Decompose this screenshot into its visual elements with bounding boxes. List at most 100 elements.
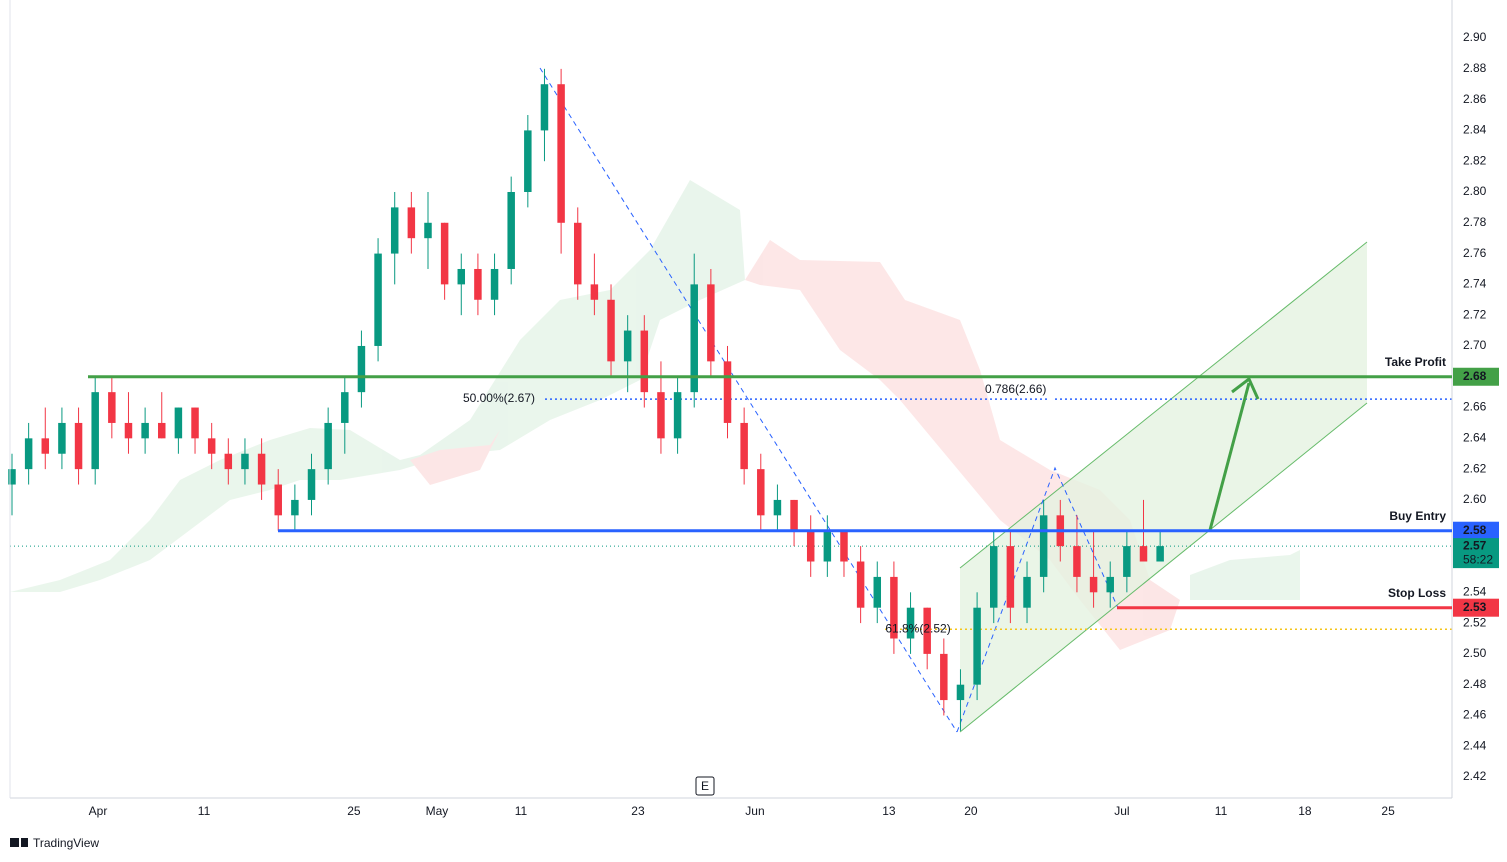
candle-body xyxy=(274,484,282,516)
y-tick-label: 2.52 xyxy=(1463,615,1487,629)
candle-body xyxy=(158,422,166,439)
event-marker[interactable]: E xyxy=(701,779,709,793)
candle-body xyxy=(956,684,965,701)
candle-body xyxy=(457,268,466,285)
candle-body xyxy=(1089,576,1098,593)
level-name: Buy Entry xyxy=(1389,509,1446,523)
candle-body xyxy=(657,392,665,439)
candle-body xyxy=(873,576,882,608)
candle-body xyxy=(940,653,948,701)
target-arrow xyxy=(1208,382,1251,531)
y-tick-label: 2.72 xyxy=(1463,307,1487,321)
event-box[interactable] xyxy=(695,776,715,796)
logo-mark xyxy=(10,838,19,847)
candle-body xyxy=(574,222,582,285)
y-tick-label: 2.66 xyxy=(1463,400,1487,414)
cloud-red xyxy=(410,430,500,485)
price-tag xyxy=(1453,521,1499,540)
x-tick-label: Apr xyxy=(89,804,108,818)
countdown: 58:22 xyxy=(1463,552,1493,566)
candle-body xyxy=(707,284,715,362)
y-tick-label: 2.54 xyxy=(1463,584,1487,598)
candle-body xyxy=(1139,546,1148,562)
y-tick-label: 2.48 xyxy=(1463,677,1487,691)
x-tick-label: 11 xyxy=(1215,804,1228,818)
y-tick-label: 2.60 xyxy=(1463,492,1487,506)
candle-body xyxy=(8,469,16,485)
plot xyxy=(8,68,1452,731)
candle-body xyxy=(407,207,416,239)
candle-body xyxy=(474,268,482,300)
fib-label: 50.00%(2.67) xyxy=(463,391,535,405)
candle-body xyxy=(58,422,66,454)
channel-lower xyxy=(959,402,1368,733)
level-name: Stop Loss xyxy=(1388,586,1446,600)
candle-body xyxy=(757,469,765,516)
candle-body xyxy=(557,84,565,223)
cloud-green xyxy=(1190,550,1300,600)
candle-body xyxy=(324,422,332,470)
candle-body xyxy=(1006,546,1015,608)
candle-body xyxy=(906,607,915,639)
candle-body xyxy=(357,345,366,393)
price-tag-label: 2.57 xyxy=(1463,538,1487,552)
candle-body xyxy=(989,546,998,608)
candle-body xyxy=(108,392,116,423)
candle-body xyxy=(1106,576,1114,593)
price-tag xyxy=(1453,598,1499,617)
candle-body xyxy=(207,438,216,454)
fib-label: 61.8%(2.52) xyxy=(885,621,950,635)
x-tick-label: Jul xyxy=(1114,804,1129,818)
candle-body xyxy=(607,299,615,362)
zigzag xyxy=(956,466,1119,733)
candle-body xyxy=(374,253,382,346)
candle-body xyxy=(74,422,83,470)
x-tick-label: 25 xyxy=(347,804,361,818)
candle-body xyxy=(740,422,748,470)
y-tick-label: 2.62 xyxy=(1463,461,1487,475)
candle-body xyxy=(673,392,682,439)
candle-body xyxy=(191,407,199,439)
y-tick-label: 2.64 xyxy=(1463,431,1487,445)
candle-body xyxy=(1023,576,1031,608)
x-tick-label: 11 xyxy=(515,804,528,818)
candle-body xyxy=(773,499,782,516)
candle-body xyxy=(24,438,33,470)
price-tag xyxy=(1453,538,1499,569)
logo[interactable]: TradingView xyxy=(10,836,99,850)
candle-body xyxy=(540,84,549,131)
candle-body xyxy=(890,576,898,639)
candle-body xyxy=(241,453,249,470)
candle-body xyxy=(524,130,532,192)
candle-body xyxy=(490,268,499,300)
candle-body xyxy=(390,207,399,254)
candle-body xyxy=(973,607,981,685)
candle-body xyxy=(690,284,698,393)
x-tick-label: 18 xyxy=(1298,804,1312,818)
watermark: TradingView xyxy=(33,836,99,850)
y-tick-label: 2.44 xyxy=(1463,738,1487,752)
y-tick-label: 2.46 xyxy=(1463,708,1487,722)
candle-body xyxy=(1073,546,1081,577)
candle-body xyxy=(307,469,316,500)
candle-body xyxy=(806,530,815,562)
candle-body xyxy=(623,330,632,362)
price-tag-label: 2.53 xyxy=(1463,600,1487,614)
y-tick-label: 2.88 xyxy=(1463,61,1487,75)
x-tick-label: 11 xyxy=(198,804,211,818)
x-tick-label: 23 xyxy=(631,804,645,818)
candle-body xyxy=(640,330,649,393)
candle-body xyxy=(923,607,931,654)
x-tick-label: 13 xyxy=(882,804,896,818)
logo-mark xyxy=(21,838,28,847)
y-tick-label: 2.86 xyxy=(1463,92,1487,106)
y-tick-label: 2.90 xyxy=(1463,30,1487,44)
x-tick-label: 25 xyxy=(1381,804,1395,818)
price-tag xyxy=(1453,367,1499,386)
candle-body xyxy=(257,453,266,485)
y-tick-label: 2.78 xyxy=(1463,215,1487,229)
candle-body xyxy=(507,191,515,269)
candle-body xyxy=(41,438,50,454)
y-tick-label: 2.70 xyxy=(1463,338,1487,352)
